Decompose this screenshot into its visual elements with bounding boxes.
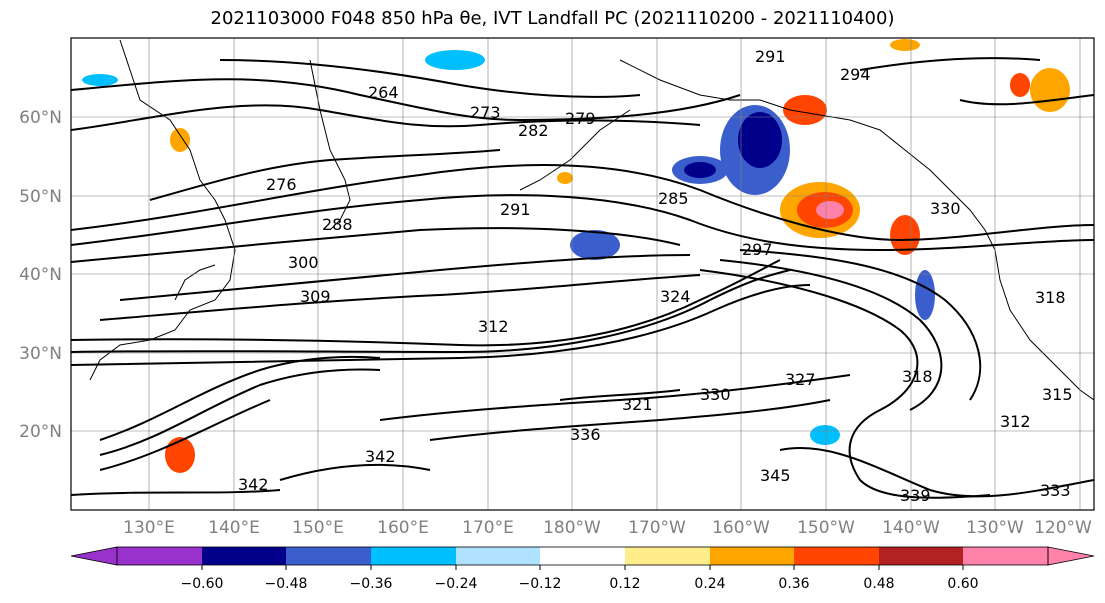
contour-label: 312: [1000, 412, 1031, 431]
map-area: 291 294 264 273 279 282 276 285 291 288 …: [71, 38, 1094, 510]
colorbar-tick-label: −0.12: [519, 576, 562, 592]
contour-label: 315: [1042, 385, 1073, 404]
colorbar-bin: [117, 547, 202, 565]
lat-label-20n: 20°N: [19, 422, 62, 442]
colorbar-tick-label: 0.60: [947, 576, 978, 592]
lon-label: 170°E: [462, 518, 514, 538]
lon-label: 150°E: [292, 518, 344, 538]
contour-label: 318: [902, 367, 933, 386]
colorbar-bin: [794, 547, 879, 565]
contour-label: 294: [840, 65, 871, 84]
colorbar-tick-label: 0.12: [609, 576, 640, 592]
contour-label: 342: [365, 447, 396, 466]
colorbar-tick-label: −0.36: [350, 576, 393, 592]
contour-label: 279: [565, 109, 596, 128]
lon-label: 130°E: [123, 518, 175, 538]
lon-label: 150°W: [797, 518, 855, 538]
shaded-anomalies: [82, 39, 1070, 473]
colorbar-extend-left: [70, 546, 118, 566]
colorbar-tick-label: 0.24: [694, 576, 725, 592]
colorbar-bin: [202, 547, 286, 565]
contour-label: 276: [266, 175, 297, 194]
contour-label: 273: [470, 103, 501, 122]
lon-label: 180°W: [543, 518, 601, 538]
lat-label-50n: 50°N: [19, 187, 62, 207]
lon-label: 160°W: [712, 518, 770, 538]
contour-label: 312: [478, 317, 509, 336]
gridlines: [71, 38, 1094, 510]
colorbar-tick-label: 0.36: [778, 576, 809, 592]
colorbar: −0.60 −0.48 −0.36 −0.24 −0.12 0.12 0.24 …: [70, 546, 1095, 592]
contour-label: 291: [500, 200, 531, 219]
lon-label: 120°W: [1034, 518, 1092, 538]
contour-label: 282: [518, 121, 549, 140]
colorbar-bin: [963, 547, 1048, 565]
contour-label: 330: [700, 385, 731, 404]
contour-label: 297: [742, 240, 773, 259]
colorbar-extend-right: [1047, 546, 1095, 566]
lon-label: 170°W: [628, 518, 686, 538]
contour-label: 339: [900, 486, 931, 505]
colorbar-bin: [456, 547, 540, 565]
longitude-labels: 130°E 140°E 150°E 160°E 170°E 180°W 170°…: [123, 518, 1092, 538]
contour-label: 327: [785, 370, 816, 389]
contour-label: 300: [288, 253, 319, 272]
map-frame: [70, 37, 1095, 511]
lon-label: 140°W: [882, 518, 940, 538]
colorbar-bin: [625, 547, 710, 565]
colorbar-bin: [879, 547, 963, 565]
colorbar-tick-label: −0.60: [181, 576, 224, 592]
lon-label: 160°E: [377, 518, 429, 538]
colorbar-tick-label: −0.24: [435, 576, 478, 592]
colorbar-bin: [710, 547, 794, 565]
colorbar-bin: [286, 547, 371, 565]
contour-label: 330: [930, 199, 961, 218]
contour-label: 288: [322, 215, 353, 234]
contour-label: 291: [755, 47, 786, 66]
latitude-labels: 60°N 50°N 40°N 30°N 20°N: [19, 108, 62, 442]
contour-label: 342: [238, 475, 269, 494]
page-title: 2021103000 F048 850 hPa θe, IVT Landfall…: [210, 8, 895, 29]
contour-label: 285: [658, 189, 689, 208]
lat-label-60n: 60°N: [19, 108, 62, 128]
contour-label: 345: [760, 466, 791, 485]
contour-labels: 291 294 264 273 279 282 276 285 291 288 …: [238, 47, 1073, 505]
colorbar-tick-label: −0.48: [265, 576, 308, 592]
theta-e-contours: [71, 57, 1094, 499]
colorbar-bin: [540, 547, 625, 565]
contour-label: 309: [300, 287, 331, 306]
colorbar-bin: [371, 547, 456, 565]
colorbar-tick-label: 0.48: [863, 576, 894, 592]
lat-label-40n: 40°N: [19, 265, 62, 285]
contour-label: 264: [368, 83, 399, 102]
lat-label-30n: 30°N: [19, 344, 62, 364]
lon-label: 130°W: [966, 518, 1024, 538]
lon-label: 140°E: [208, 518, 260, 538]
contour-label: 333: [1040, 481, 1071, 500]
contour-label: 336: [570, 425, 601, 444]
contour-label: 321: [622, 395, 653, 414]
contour-label: 324: [660, 287, 691, 306]
contour-label: 318: [1035, 288, 1066, 307]
